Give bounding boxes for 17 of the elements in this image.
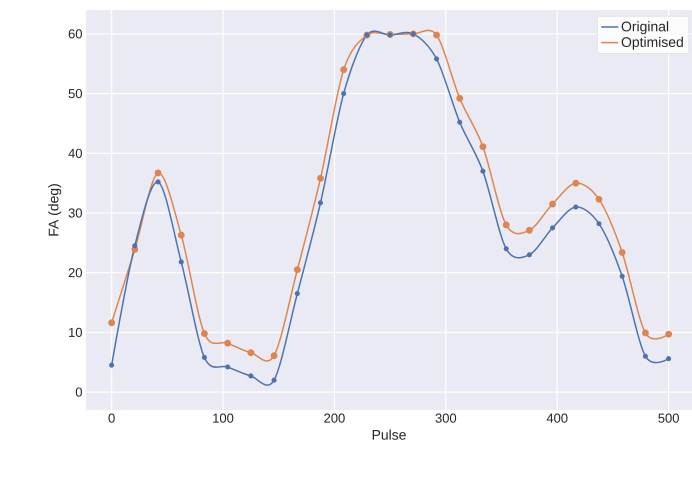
- y-tick-label: 60: [68, 29, 82, 38]
- y-tick-label: 10: [69, 328, 82, 337]
- x-tick-label: 500: [658, 414, 679, 423]
- legend-label: Original: [622, 21, 668, 34]
- y-tick-label: 0: [76, 388, 82, 397]
- x-tick-label: 0: [108, 414, 115, 423]
- x-axis-title: Pulse: [372, 430, 406, 440]
- x-tick-label: 200: [324, 414, 345, 423]
- y-tick-label: 40: [68, 148, 82, 158]
- x-tick-label: 100: [213, 414, 234, 423]
- y-tick-label: 20: [68, 268, 82, 278]
- y-tick-label: 50: [68, 88, 82, 98]
- y-axis-title: FA (deg): [48, 184, 62, 236]
- x-tick-label: 300: [436, 414, 456, 423]
- legend-label: Optimised: [622, 36, 683, 50]
- y-tick-label: 30: [68, 208, 82, 218]
- x-tick-label: 400: [546, 414, 568, 423]
